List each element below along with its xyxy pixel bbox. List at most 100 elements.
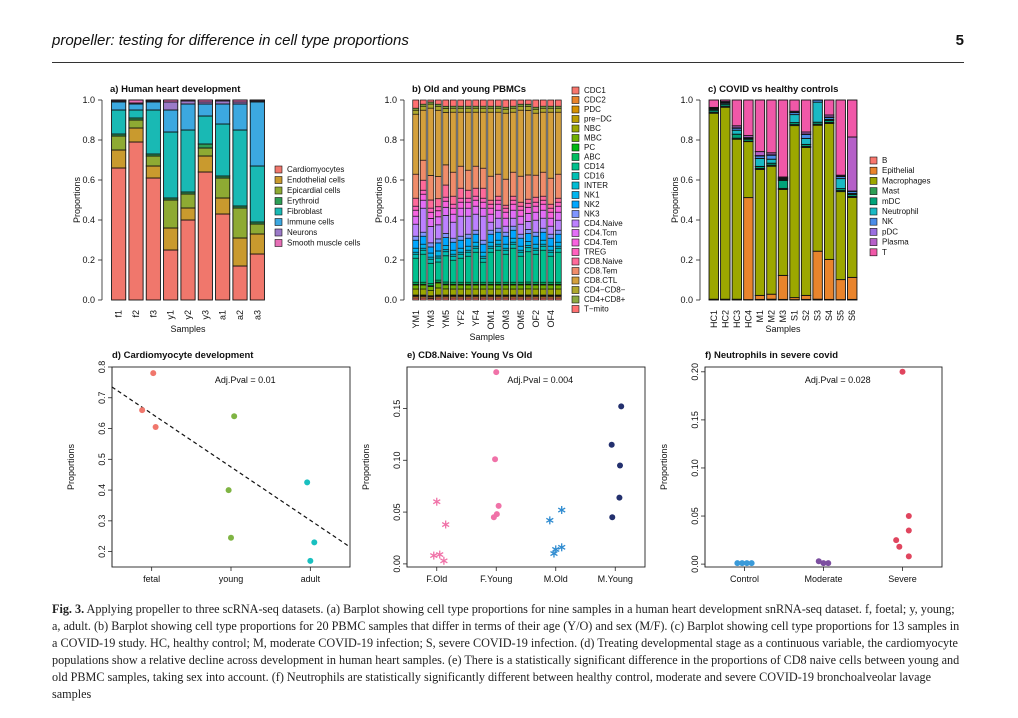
y-tick-label: 0.10 <box>690 459 700 477</box>
bar-segment <box>427 99 435 103</box>
bar-segment <box>754 168 766 296</box>
bar-segment <box>800 99 812 133</box>
bar-segment <box>502 178 510 206</box>
legend-swatch <box>571 229 580 237</box>
bar-segment <box>547 251 555 257</box>
figure-caption: Fig. 3. Applying propeller to three scRN… <box>52 601 964 703</box>
panel-a: a) Human heart development f1 f2 f3 y1 y2 y3 a1… <box>72 84 360 334</box>
bar-segment <box>249 99 265 102</box>
legend-label: CD4.Naive <box>584 219 623 228</box>
bar-segment <box>502 243 510 249</box>
x-tick-label: S4 <box>824 310 834 321</box>
bar-segment <box>472 233 480 243</box>
bar-segment <box>509 209 517 219</box>
bar-segment <box>215 103 231 125</box>
bar-segment <box>412 257 420 283</box>
x-tick-label: M2 <box>766 310 776 323</box>
y-tick-label: 0.8 <box>680 135 693 145</box>
bar-segment <box>539 227 547 233</box>
bar-segment <box>215 197 231 215</box>
y-tick-label: 0.6 <box>680 175 693 185</box>
x-tick-label: OM1 <box>486 310 496 330</box>
data-point <box>608 441 615 448</box>
bar-segment <box>547 237 555 247</box>
legend-swatch <box>274 239 283 247</box>
legend-label: Neurons <box>287 228 317 237</box>
legend-swatch <box>869 207 878 216</box>
bar-segment <box>479 215 487 241</box>
legend-label: CDC1 <box>584 86 606 95</box>
bar-segment <box>554 99 562 107</box>
bar-segment <box>249 223 265 235</box>
legend-swatch <box>274 186 283 195</box>
bar-segment <box>524 202 532 208</box>
data-point <box>441 520 450 529</box>
adj-pval-label: Adj.Pval = 0.004 <box>507 375 573 385</box>
bar-segment <box>517 201 525 207</box>
bar-segment <box>412 284 420 290</box>
x-tick-label: OF2 <box>531 310 541 328</box>
bar-segment <box>180 193 196 209</box>
bar-segment <box>539 99 547 107</box>
x-tick-label: Control <box>730 574 759 584</box>
bar-segment <box>449 99 457 107</box>
bar-segment <box>427 262 435 285</box>
bar-segment <box>427 252 435 258</box>
bar-segment <box>464 251 472 257</box>
bar-segment <box>539 245 547 251</box>
bar-segment <box>427 246 435 254</box>
bar-segment <box>412 223 420 237</box>
bar-segment <box>524 198 532 204</box>
bar-segment <box>412 239 420 249</box>
bar-segment <box>412 247 420 253</box>
legend-swatch <box>869 166 878 175</box>
bar-segment <box>479 284 487 290</box>
bar-segment <box>754 99 766 153</box>
legend-swatch <box>571 305 580 313</box>
bar-segment <box>847 196 858 278</box>
bar-segment <box>524 241 532 247</box>
bar-segment <box>412 288 420 296</box>
y-tick-label: 0.0 <box>680 295 693 305</box>
x-tick-label: OF4 <box>546 310 556 328</box>
bar-segment <box>412 109 420 115</box>
bar-segment <box>517 288 525 296</box>
legend-swatch <box>869 248 878 257</box>
bar-segment <box>419 105 427 111</box>
bar-segment <box>434 210 442 218</box>
bar-segment <box>472 288 480 296</box>
header-rule <box>52 62 964 63</box>
bar-segment <box>215 123 231 177</box>
bar-segment <box>419 159 427 181</box>
bar-segment <box>554 211 562 221</box>
data-point <box>150 370 157 377</box>
bar-segment <box>479 257 487 263</box>
bar-segment <box>524 206 532 214</box>
bar-segment <box>442 255 450 283</box>
bar-segment <box>419 207 427 233</box>
bar-segment <box>197 115 213 145</box>
bar-segment <box>449 203 457 209</box>
legend-swatch <box>571 191 580 199</box>
panel-e: e) CD8.Naive: Young Vs Old 0.00 0.05 0.10 0.… <box>361 350 646 584</box>
data-point <box>152 424 159 430</box>
bar-segment <box>449 107 457 113</box>
bar-segment <box>457 165 465 189</box>
bar-segment <box>457 215 465 237</box>
bar-segment <box>249 253 265 301</box>
bar-segment <box>554 197 562 203</box>
bar-segment <box>427 290 435 297</box>
bar-segment <box>412 173 420 199</box>
bar-segment <box>434 250 442 257</box>
bar-segment <box>524 251 532 283</box>
bar-segment <box>812 99 823 123</box>
bar-segment <box>442 233 450 238</box>
bar-segment <box>539 288 547 296</box>
y-tick-label: 0.05 <box>690 507 700 525</box>
bar-segment <box>494 199 502 205</box>
bar-segment <box>472 284 480 290</box>
y-tick-label: 0.6 <box>384 175 397 185</box>
asterisk-stroke <box>557 544 566 550</box>
bar-segment <box>524 233 532 242</box>
data-point <box>617 462 624 469</box>
